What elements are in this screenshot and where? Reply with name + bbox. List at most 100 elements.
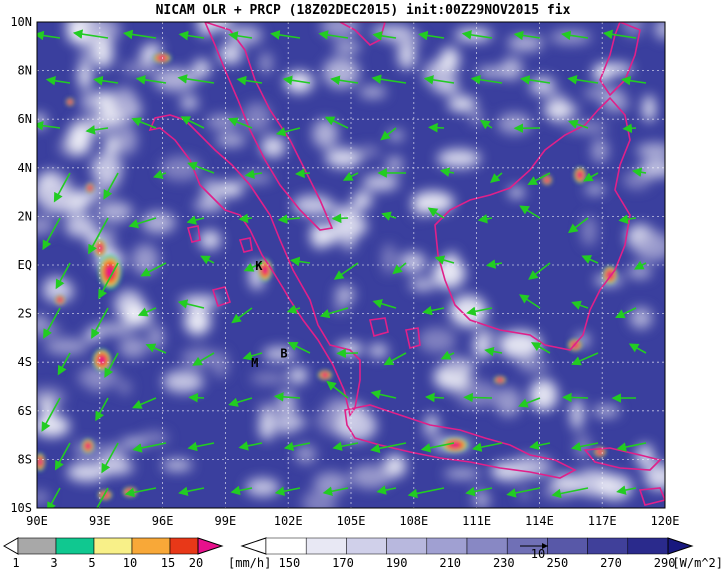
wind-arrow [135,75,167,85]
cloud-patch [399,252,426,273]
cloud-patch [349,464,392,489]
wind-arrow [91,307,109,339]
cloud-patch [288,367,308,384]
wind-arrow [616,485,637,495]
precip-tick-label: 20 [189,556,203,570]
lat-tick-label: 8S [18,452,32,466]
cloud-patch [84,22,121,43]
cloud-patch [258,410,276,441]
wind-arrow [370,442,407,454]
wind-arrow [177,299,205,309]
olr-unit-label: [W/m^2] [672,556,723,570]
wind-arrow [407,487,445,499]
cloud-patch [627,265,652,279]
wind-arrow [200,255,215,265]
cloud-patch [139,431,169,445]
cloud-patch [161,459,193,471]
wind-arrow [54,442,71,471]
precip-cell [497,378,503,382]
olr-tick-label: 230 [493,556,515,570]
cloud-patch [497,112,532,135]
wind-arrow [103,172,119,200]
cloud-patch [342,223,356,251]
cloud-patch [325,147,362,168]
precip-tick-label: 5 [88,556,95,570]
wind-arrow [98,262,119,300]
wind-arrow [372,299,397,309]
wind-arrow [93,75,119,86]
wind-arrow [420,442,455,453]
wind-arrow [527,172,551,185]
wind-arrow [122,29,157,40]
cloud-patch [508,187,525,198]
wind-arrow [471,442,503,452]
coastline-island-1 [186,225,201,243]
cloud-patch [476,495,490,508]
cloud-patch [131,244,159,275]
coastline-gulf-thailand [339,22,386,46]
olr-colorbar-swatch [305,537,347,555]
olr-colorbar-swatch [346,537,387,555]
cloud-patch [358,86,387,98]
cloud-patch [118,380,132,395]
wind-arrow [186,215,205,225]
olr-tick-label: 290 [654,556,676,570]
lat-tick-label: 4S [18,355,32,369]
wind-arrow [520,75,551,85]
cloud-patch [529,76,556,96]
coastline-island-3 [211,286,232,308]
wind-arrow [418,30,445,41]
cloud-patch [629,307,653,329]
precip-cell [262,266,268,274]
wind-arrow [331,213,349,224]
cloud-patch [368,343,389,358]
wind-arrow [85,125,109,135]
wind-arrow [104,352,119,379]
cloud-patch [37,321,61,338]
lat-tick-label: 2S [18,307,32,321]
cloud-patch [259,52,273,75]
wind-arrow [41,397,61,432]
cloud-patch [141,211,176,234]
wind-arrow [128,217,157,229]
cloud-patch [67,124,92,156]
wind-arrow [53,172,71,203]
wind-arrow [275,127,301,137]
wind-arrow [562,392,589,403]
wind-arrow [333,262,359,280]
lat-tick-label: 10S [10,501,32,515]
wind-arrow [633,260,647,270]
cloud-patch [205,114,240,130]
cloud-patch [386,156,403,172]
wind-arrow [530,342,551,354]
wind-arrow [45,76,71,86]
cloud-patch [570,398,584,430]
wind-arrow [581,255,599,264]
cloud-patch [444,469,481,478]
cloud-patch [153,67,198,92]
cloud-patch [218,43,243,65]
cloud-patch [96,201,133,222]
olr-colorbar-swatch [426,537,468,555]
lat-tick-label: 2N [18,209,32,223]
cloud-patch [93,37,114,69]
lon-tick-label: 111E [462,514,491,528]
lat-tick-label: 8N [18,64,32,78]
wind-arrow [140,262,167,277]
olr-colorbar-swatch [627,537,669,555]
lon-tick-label: 90E [26,514,48,528]
cloud-patch [639,159,665,178]
wind-arrow [286,304,301,314]
precip-colorbar-right-triangle [197,537,224,555]
cloud-patch [592,405,620,418]
wind-arrow [434,255,455,265]
wind-arrow [37,120,61,131]
lon-tick-label: 105E [337,514,366,528]
wind-arrow [295,168,311,179]
wind-arrow [383,352,407,366]
wind-arrow [616,442,647,452]
wind-arrow [614,307,637,319]
wind-arrow [55,262,71,290]
cloud-patch [322,56,360,89]
cloud-patch [517,360,549,372]
